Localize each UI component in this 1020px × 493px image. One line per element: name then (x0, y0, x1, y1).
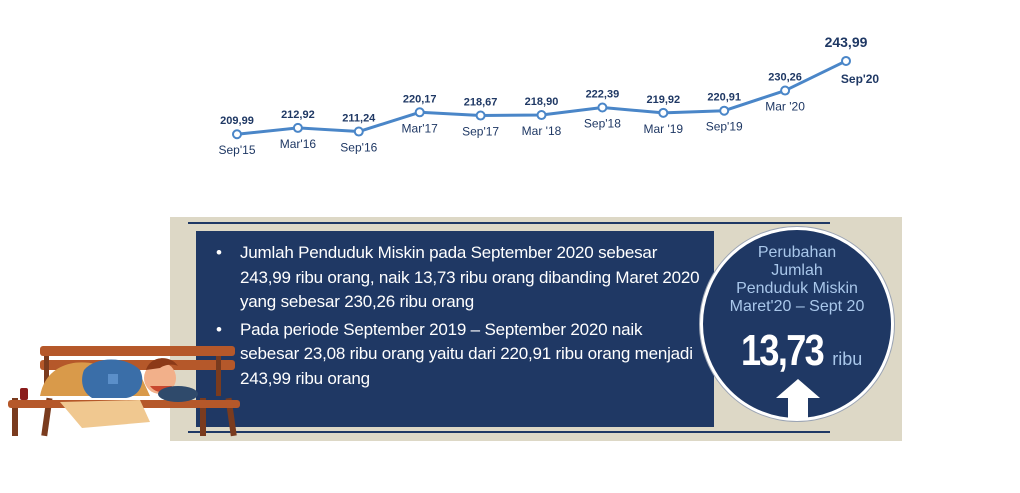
homeless-person-illustration (8, 346, 240, 437)
change-badge-title-line: Penduduk Miskin (736, 280, 858, 297)
data-point (414, 107, 425, 118)
change-unit: ribu (832, 349, 863, 369)
data-point (536, 110, 547, 121)
change-badge-title-line: Perubahan (757, 244, 837, 261)
period-label: Mar '19 (643, 122, 683, 136)
value-label: 220,91 (707, 92, 741, 104)
panel-top-rule (188, 222, 830, 224)
change-value: 13,73 (740, 326, 825, 375)
data-point (232, 129, 242, 140)
data-point (780, 85, 791, 96)
value-label: 212,92 (281, 109, 315, 121)
data-point (597, 102, 608, 113)
data-point (658, 107, 669, 118)
value-label: 218,90 (525, 96, 559, 108)
value-label: 220,17 (403, 93, 437, 105)
summary-bullet-2-text: Pada periode September 2019 – September … (240, 319, 693, 388)
period-label: Sep'19 (706, 120, 743, 134)
value-label: 209,99 (220, 115, 254, 127)
summary-text-box: • Jumlah Penduduk Miskin pada September 2… (196, 231, 714, 427)
panel-bottom-rule (188, 431, 830, 433)
value-label: 230,26 (768, 72, 802, 84)
summary-list: • Jumlah Penduduk Miskin pada September 2… (196, 231, 714, 391)
change-badge-title: Perubahan Jumlah Penduduk Miskin Maret'2… (703, 244, 891, 316)
period-label: Sep'17 (462, 125, 499, 139)
period-label: Mar '20 (765, 100, 805, 114)
period-label: Sep'18 (584, 117, 621, 131)
change-badge: Perubahan Jumlah Penduduk Miskin Maret'2… (700, 227, 894, 421)
period-label: Mar'17 (402, 121, 439, 135)
period-label: Sep'16 (340, 141, 377, 155)
bullet-dot: • (216, 243, 222, 262)
summary-bullet-2: • Pada periode September 2019 – September… (216, 318, 702, 392)
period-label: Sep'20 (841, 72, 880, 86)
data-point (719, 105, 730, 116)
value-label: 219,92 (646, 94, 680, 106)
value-label: 218,67 (464, 97, 498, 109)
change-value-row: 13,73 ribu (703, 326, 891, 376)
bullet-dot: • (216, 319, 222, 339)
value-label: 243,99 (825, 34, 868, 50)
period-label: Sep'15 (219, 143, 256, 157)
summary-bullet-1-text: Jumlah Penduduk Miskin pada September 20… (240, 243, 700, 311)
change-badge-title-line: Maret'20 – Sept 20 (729, 298, 865, 315)
data-point (841, 55, 851, 66)
poverty-line-chart: 209,99 212,92 211,24 220,17 218,67 218,90 222,… (219, 34, 880, 157)
data-point (353, 126, 364, 137)
period-label: Mar '18 (522, 124, 562, 138)
summary-bullet-1: • Jumlah Penduduk Miskin pada September 2… (216, 241, 702, 315)
data-point (475, 110, 486, 121)
arrow-up-icon (776, 379, 820, 419)
data-point (292, 122, 303, 133)
change-badge-title-line: Jumlah (771, 262, 823, 279)
value-label: 222,39 (586, 89, 620, 101)
value-label: 211,24 (342, 113, 376, 125)
period-label: Mar'16 (280, 137, 317, 151)
